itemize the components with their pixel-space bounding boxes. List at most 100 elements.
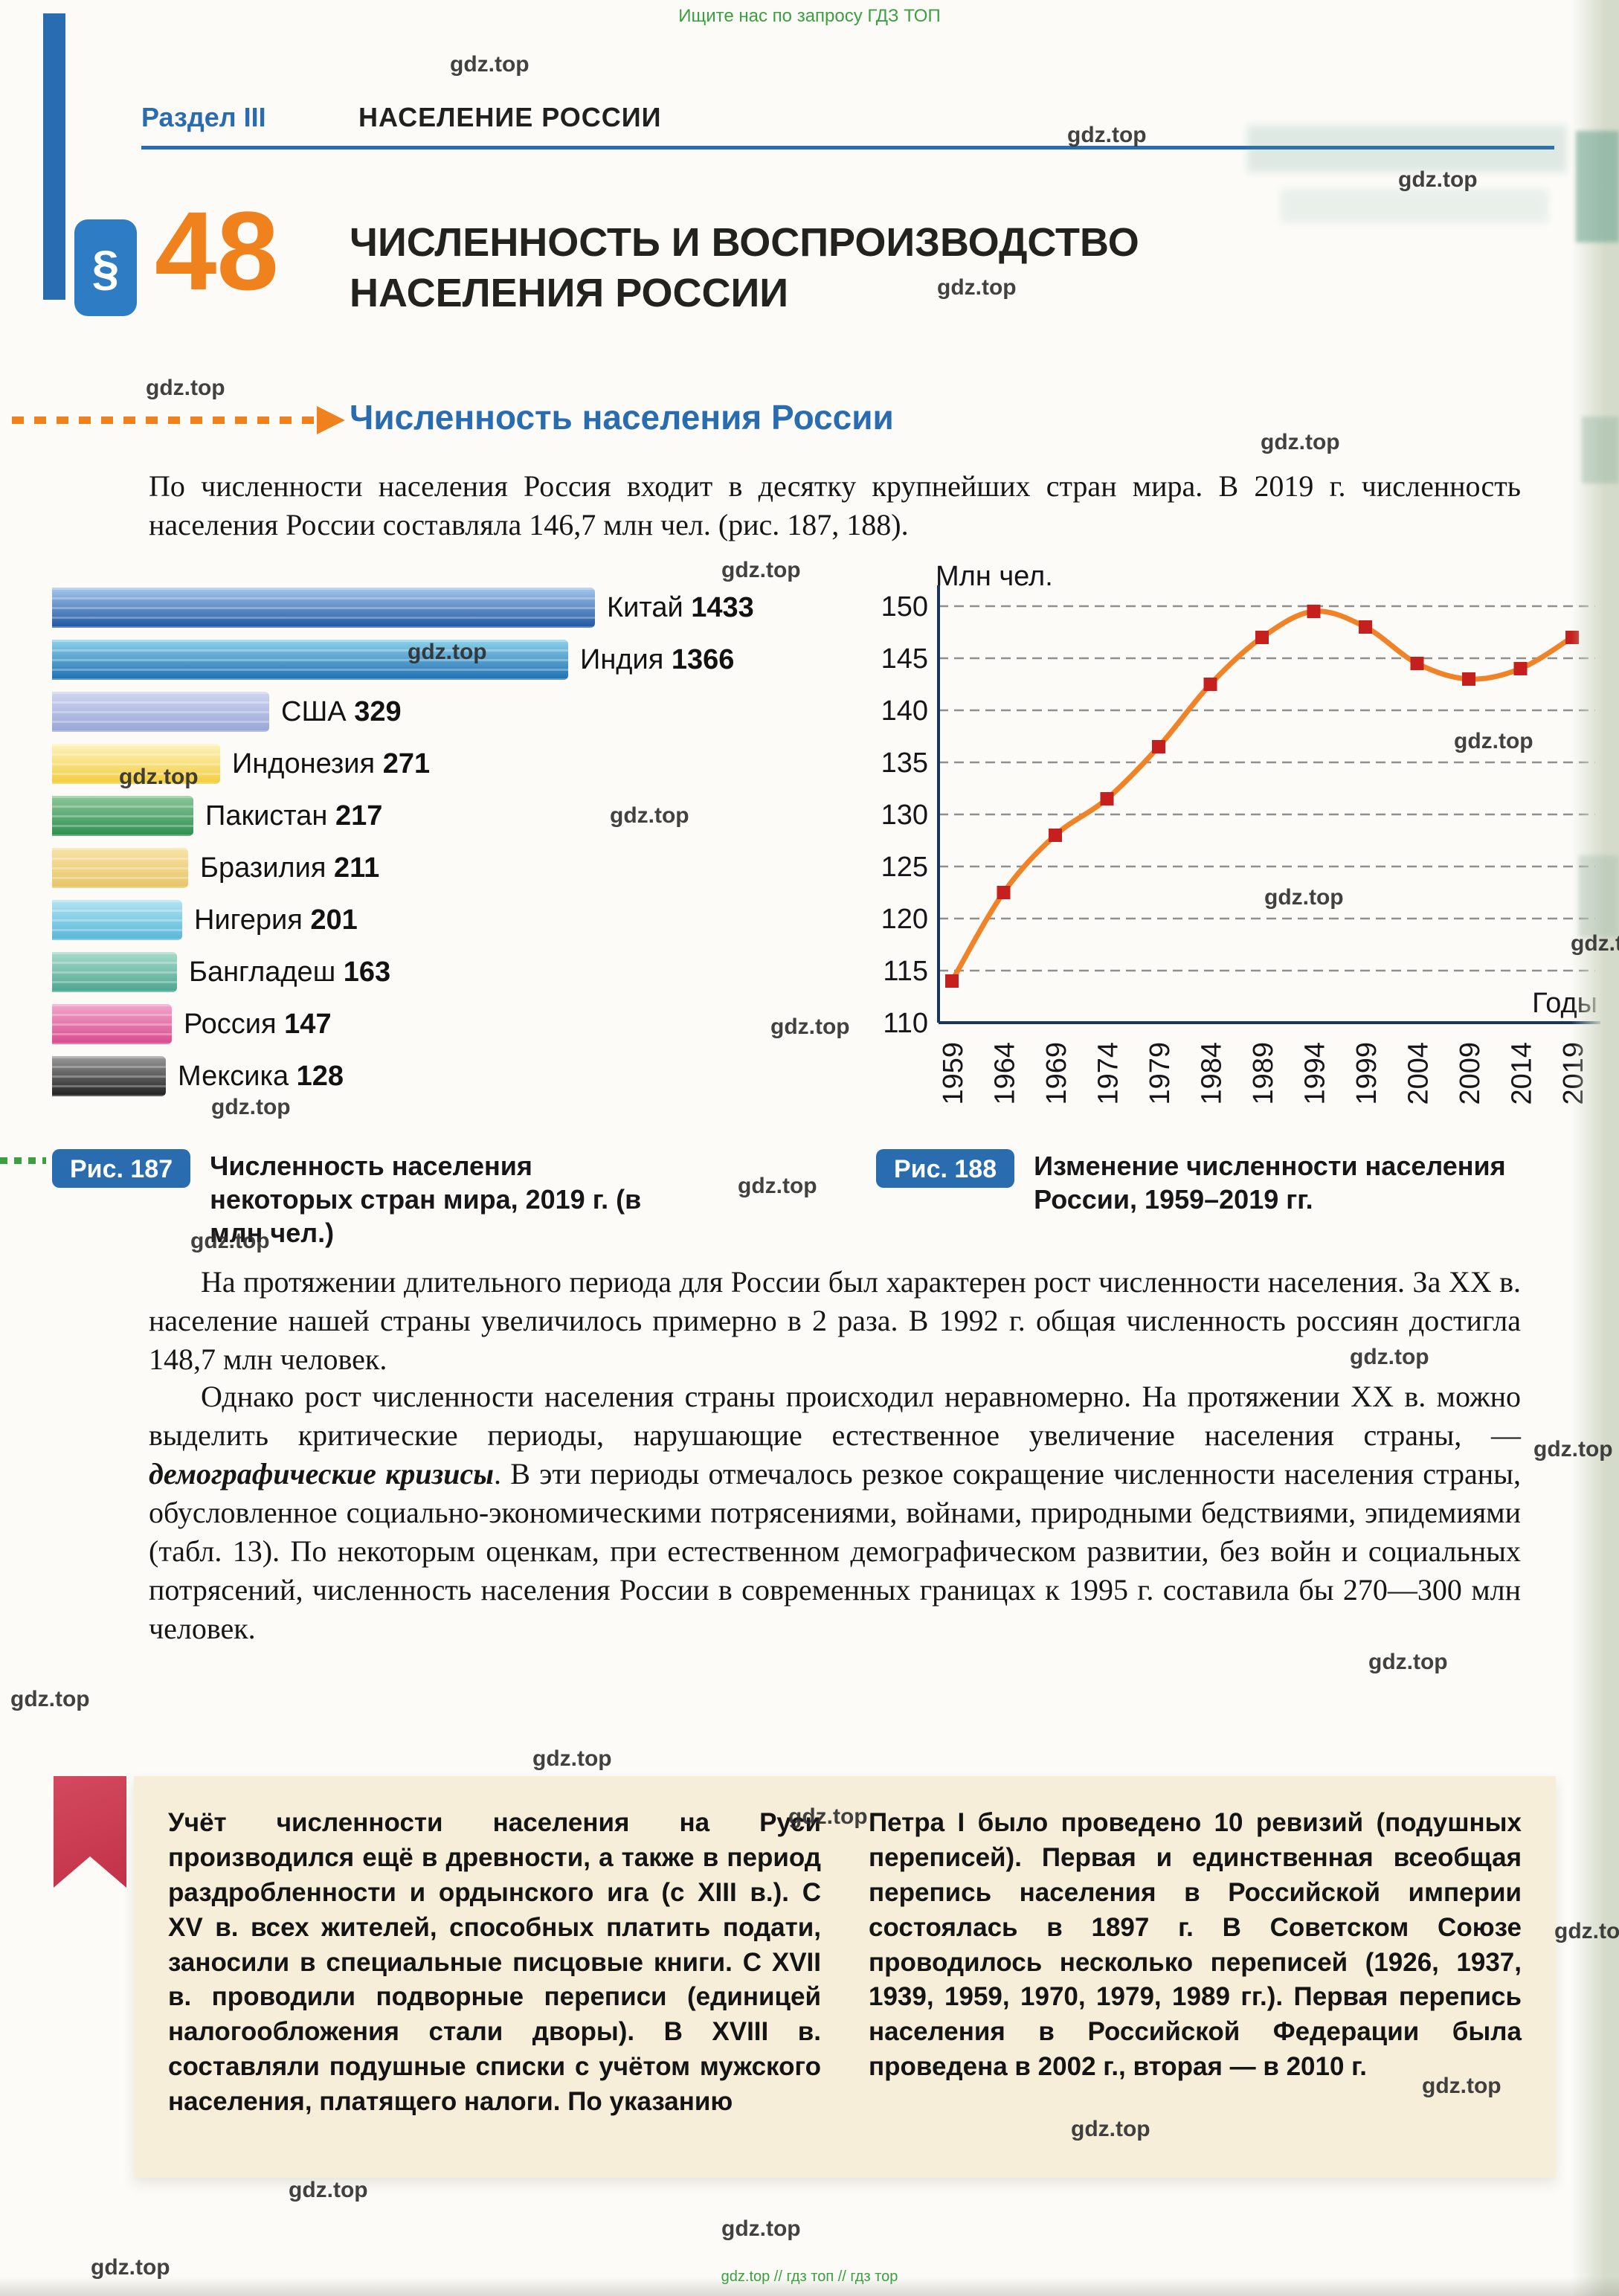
bar-0: [52, 588, 595, 628]
lesson-title-line1: ЧИСЛЕННОСТЬ И ВОСПРОИЗВОДСТВО: [350, 220, 1139, 265]
history-note-box: Учёт численности населения на Руси произ…: [134, 1776, 1556, 2178]
bar-label: Бразилия 211: [200, 852, 380, 884]
history-note-left-column: Учёт численности населения на Руси произ…: [168, 1808, 821, 2117]
bar-row: Бангладеш 163: [52, 946, 863, 998]
svg-text:2014: 2014: [1507, 1042, 1538, 1105]
svg-text:125: 125: [881, 852, 928, 883]
bar-label: Индия 1366: [580, 644, 735, 675]
watermark: gdz.top: [146, 376, 225, 400]
svg-text:1979: 1979: [1145, 1042, 1176, 1105]
paragraph-crises-end: . В эти периоды отмечалось резкое сокращ…: [149, 1457, 1522, 1645]
svg-text:145: 145: [881, 643, 928, 675]
bar-label: Нигерия 201: [194, 904, 358, 936]
promo-banner-top: Ищите нас по запросу ГДЗ ТОП: [678, 6, 941, 26]
svg-text:1994: 1994: [1300, 1042, 1331, 1105]
figure-188-caption: Рис. 188 Изменение численности населения…: [876, 1149, 1568, 1216]
lesson-number: 48: [155, 188, 279, 313]
promo-banner-bottom: gdz.top // гдз топ // гдз тор: [721, 2268, 898, 2285]
section-accent-bar: [43, 13, 65, 300]
figure-187-text: Численность населения некоторых стран ми…: [210, 1151, 642, 1248]
subsection-heading: Численность населения России: [350, 398, 894, 437]
bar-label: Мексика 128: [178, 1061, 344, 1092]
svg-text:Млн чел.: Млн чел.: [936, 562, 1053, 592]
history-note-right-column: Петра I было проведено 10 ревизий (подуш…: [869, 1808, 1522, 2082]
watermark: gdz.top: [450, 52, 530, 77]
svg-text:1984: 1984: [1197, 1042, 1228, 1105]
page-bottom-shade: [0, 2277, 1619, 2296]
bleedthrough-ghost: [1247, 125, 1567, 173]
svg-text:150: 150: [881, 591, 928, 623]
bar-5: [52, 848, 188, 888]
bar-3: [52, 744, 220, 784]
bar-label: Пакистан 217: [205, 800, 383, 832]
term-demographic-crises: демографические кризисы: [149, 1457, 495, 1491]
bar-row: Пакистан 217: [52, 790, 863, 842]
svg-text:115: 115: [883, 956, 928, 987]
bookmark-ribbon-icon: [54, 1776, 126, 1888]
svg-text:1989: 1989: [1248, 1042, 1279, 1105]
bar-row: США 329: [52, 686, 863, 738]
svg-text:110: 110: [883, 1008, 928, 1039]
bar-row: Китай 1433: [52, 582, 863, 634]
watermark: gdz.top: [10, 1687, 90, 1711]
bar-row: Россия 147: [52, 998, 863, 1050]
bar-label: Индонезия 271: [232, 748, 431, 779]
watermark: gdz.top: [1067, 123, 1147, 147]
paragraph-sign-icon: §: [74, 219, 137, 316]
svg-text:2004: 2004: [1403, 1042, 1435, 1105]
bar-row: Нигерия 201: [52, 894, 863, 946]
svg-text:130: 130: [881, 800, 928, 831]
bar-label: Китай 1433: [607, 592, 754, 623]
bar-2: [52, 692, 269, 732]
bar-row: Бразилия 211: [52, 842, 863, 894]
figure-188-badge: Рис. 188: [876, 1149, 1015, 1188]
paragraph-growth: На протяжении длительного периода для Ро…: [149, 1265, 1521, 1376]
paragraph-intro: По численности населения Россия входит в…: [149, 469, 1521, 541]
svg-text:1969: 1969: [1041, 1042, 1072, 1105]
bar-9: [52, 1056, 166, 1096]
orange-dotted-arrow: [12, 417, 315, 424]
header-rule: [141, 146, 1554, 149]
bar-6: [52, 900, 182, 940]
svg-text:1964: 1964: [990, 1042, 1021, 1105]
bar-chart: Китай 1433 Индия 1366 США 329 Индонезия 271…: [52, 582, 863, 1102]
bar-row: Индонезия 271: [52, 738, 863, 790]
bar-label: Россия 147: [184, 1009, 332, 1040]
lesson-title-line2: НАСЕЛЕНИЯ РОССИИ: [350, 271, 789, 316]
svg-text:1974: 1974: [1093, 1042, 1124, 1105]
bar-label: Бангладеш 163: [189, 956, 391, 988]
paragraph-crises: Однако рост численности населения страны…: [149, 1377, 1521, 1648]
green-dotted-marker: [0, 1157, 46, 1164]
arrow-head-icon: [317, 406, 345, 434]
watermark: gdz.top: [721, 2216, 801, 2241]
bar-8: [52, 1004, 172, 1044]
scan-artifact-patch: [1582, 417, 1619, 483]
svg-text:120: 120: [881, 904, 928, 935]
watermark: gdz.top: [289, 2178, 368, 2202]
watermark: gdz.top: [1368, 1650, 1448, 1674]
scan-artifact-patch: [1579, 855, 1619, 937]
watermark: gdz.top: [721, 558, 801, 582]
line-chart: 110 115 120 125 130 135 140 145 150 Млн чел. Годы 1…: [848, 561, 1614, 1149]
bar-7: [52, 952, 177, 992]
svg-text:1999: 1999: [1351, 1042, 1383, 1105]
bar-label: США 329: [281, 696, 402, 727]
page-edge-shade: [1571, 0, 1619, 2296]
svg-text:140: 140: [881, 695, 928, 727]
bar-4: [52, 796, 193, 836]
figure-187-badge: Рис. 187: [52, 1149, 191, 1188]
watermark: gdz.top: [1261, 430, 1340, 454]
bar-1: [52, 640, 568, 680]
section-label: Раздел III: [141, 102, 266, 132]
watermark: gdz.top: [532, 1746, 612, 1771]
scan-artifact-patch: [1576, 131, 1619, 242]
svg-text:135: 135: [881, 747, 928, 779]
section-title: НАСЕЛЕНИЕ РОССИИ: [358, 102, 662, 132]
figure-188-text: Изменение численности населения России, …: [1034, 1151, 1506, 1215]
bleedthrough-ghost: [1281, 189, 1548, 223]
paragraph-crises-start: Однако рост численности населения страны…: [149, 1380, 1521, 1452]
lesson-title: ЧИСЛЕННОСТЬ И ВОСПРОИЗВОДСТВО НАСЕЛЕНИЯ …: [350, 217, 1272, 318]
figure-187-caption: Рис. 187 Численность населения некоторых…: [52, 1149, 825, 1250]
